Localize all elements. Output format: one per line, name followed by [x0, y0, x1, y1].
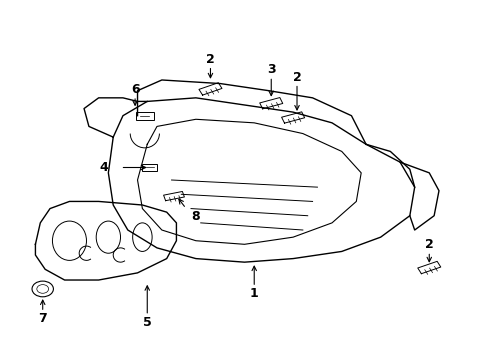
- Text: 7: 7: [38, 312, 47, 325]
- Text: 3: 3: [266, 63, 275, 76]
- Text: 6: 6: [130, 83, 139, 96]
- Text: 2: 2: [424, 238, 433, 251]
- Text: 2: 2: [205, 53, 214, 66]
- Text: 5: 5: [142, 316, 151, 329]
- Text: 8: 8: [191, 210, 199, 223]
- Text: 4: 4: [100, 161, 108, 174]
- Text: 2: 2: [292, 71, 301, 84]
- Text: 1: 1: [249, 287, 258, 300]
